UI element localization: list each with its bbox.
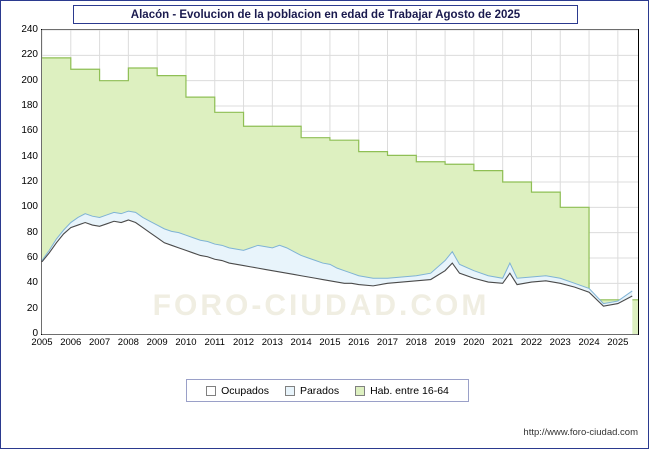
legend-label-ocupados: Ocupados [221, 384, 269, 397]
chart-legend: Ocupados Parados Hab. entre 16-64 [186, 379, 469, 402]
y-axis-labels: 0 20 40 60 80 100 120 140 160 180 200 220 240 [1, 25, 38, 339]
x-axis-tick: 2012 [232, 337, 255, 348]
legend-label-habitantes: Hab. entre 16-64 [370, 384, 449, 397]
footer-url: http://www.foro-ciudad.com [523, 427, 638, 438]
x-axis-tick: 2010 [175, 337, 197, 348]
x-axis-tick: 2009 [146, 337, 168, 348]
chart-canvas [41, 29, 638, 335]
y-axis-tick: 140 [21, 150, 38, 162]
plot-area [41, 29, 639, 335]
y-axis-tick: 0 [32, 328, 38, 339]
y-axis-tick: 220 [21, 49, 38, 61]
y-axis-tick: 20 [26, 302, 38, 314]
x-axis-tick: 2021 [492, 337, 514, 348]
y-axis-tick: 100 [21, 201, 38, 213]
y-axis-tick: 200 [21, 74, 38, 86]
x-axis-tick: 2022 [520, 337, 543, 348]
legend-item-parados: Parados [284, 384, 340, 397]
page-title: Alacón - Evolucion de la poblacion en ed… [130, 8, 521, 21]
x-axis-tick: 2016 [348, 337, 370, 348]
x-axis-tick: 2006 [60, 337, 82, 348]
y-axis-tick: 120 [21, 176, 38, 187]
x-axis-tick: 2011 [204, 337, 225, 348]
x-axis-tick: 2015 [319, 337, 341, 348]
x-axis-tick: 2025 [607, 337, 629, 348]
y-axis-tick: 240 [21, 24, 38, 35]
x-axis-tick: 2013 [261, 337, 283, 348]
y-axis-tick: 60 [26, 252, 38, 263]
legend-item-habitantes: Hab. entre 16-64 [355, 385, 449, 397]
y-axis-tick: 160 [21, 125, 38, 137]
legend-label-parados: Parados [299, 384, 340, 397]
x-axis-tick: 2024 [578, 337, 600, 348]
x-axis-tick: 2020 [463, 337, 485, 348]
y-axis-tick: 40 [26, 277, 38, 289]
x-axis-tick: 2019 [434, 337, 456, 348]
x-axis-tick: 2017 [376, 337, 399, 348]
x-axis-labels: 2005 2006 2007 2008 2009 2010 2011 2012 2013 2014… [31, 337, 639, 353]
x-axis-tick: 2007 [89, 337, 111, 348]
x-axis-tick: 2018 [405, 337, 427, 348]
legend-swatch-ocupados [206, 385, 217, 396]
legend-swatch-parados [284, 385, 295, 396]
legend-item-ocupados: Ocupados [206, 385, 269, 397]
x-axis-tick: 2008 [117, 337, 139, 348]
chart-title-bar: Alacón - Evolucion de la poblacion en ed… [73, 5, 578, 24]
x-axis-tick: 2005 [31, 337, 53, 348]
y-axis-tick: 180 [21, 100, 38, 111]
x-axis-tick: 2023 [549, 337, 571, 348]
legend-swatch-habitantes [355, 385, 366, 396]
x-axis-tick: 2014 [290, 337, 312, 348]
y-axis-tick: 80 [26, 226, 38, 238]
